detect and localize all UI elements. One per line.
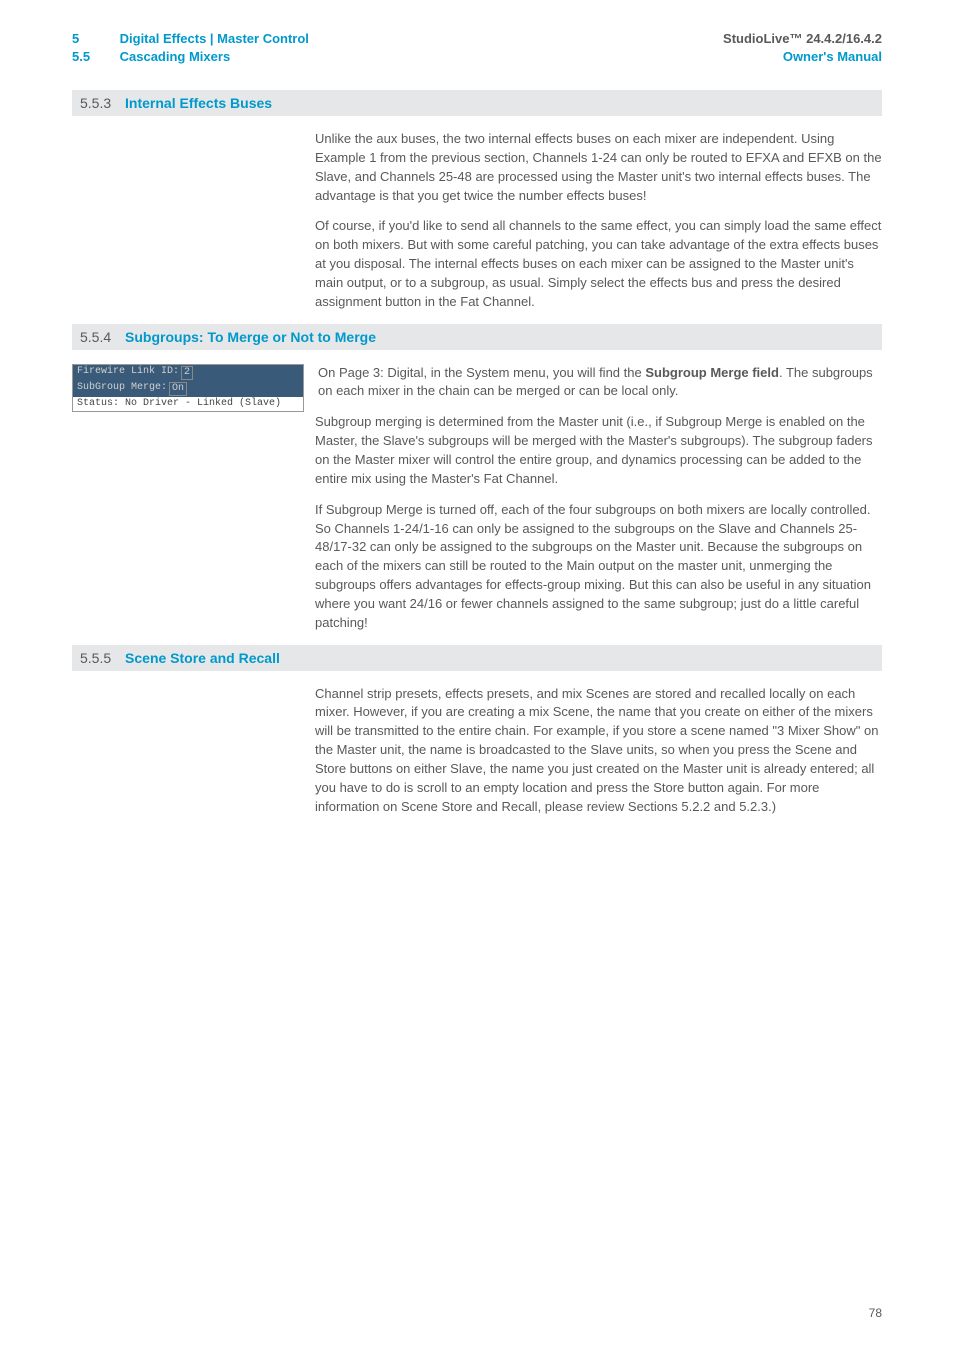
header-section-title: Cascading Mixers xyxy=(120,49,231,64)
header-section-num: 5.5 xyxy=(72,48,116,66)
content-area: 5.5.3 Internal Effects Buses Unlike the … xyxy=(72,90,882,828)
screenshot-label: Firewire Link ID: xyxy=(77,366,179,380)
section-title: Scene Store and Recall xyxy=(125,650,280,666)
screenshot-row: SubGroup Merge: On xyxy=(73,381,303,397)
body-paragraph: Channel strip presets, effects presets, … xyxy=(315,685,882,817)
page-number: 78 xyxy=(869,1306,882,1320)
body-paragraph: Subgroup merging is determined from the … xyxy=(315,413,882,488)
section-title: Internal Effects Buses xyxy=(125,95,272,111)
section-title: Subgroups: To Merge or Not to Merge xyxy=(125,329,376,345)
section-number: 5.5.4 xyxy=(80,329,111,345)
body-paragraph: Unlike the aux buses, the two internal e… xyxy=(315,130,882,205)
header-product: StudioLive™ 24.4.2/16.4.2 xyxy=(723,30,882,48)
header-doc-title: Owner's Manual xyxy=(723,48,882,66)
screenshot-value: 2 xyxy=(181,366,193,380)
section-number: 5.5.3 xyxy=(80,95,111,111)
header-chapter-num: 5 xyxy=(72,30,116,48)
section-heading: 5.5.3 Internal Effects Buses xyxy=(72,90,882,116)
system-menu-screenshot: Firewire Link ID: 2 SubGroup Merge: On S… xyxy=(72,364,304,412)
para-bold: Subgroup Merge field xyxy=(645,365,779,380)
screenshot-label: SubGroup Merge: xyxy=(77,382,167,396)
header-right: StudioLive™ 24.4.2/16.4.2 Owner's Manual xyxy=(723,30,882,66)
body-paragraph: Of course, if you'd like to send all cha… xyxy=(315,217,882,311)
section-number: 5.5.5 xyxy=(80,650,111,666)
body-paragraph: If Subgroup Merge is turned off, each of… xyxy=(315,501,882,633)
para-text: On Page 3: Digital, in the System menu, … xyxy=(318,365,645,380)
screenshot-value: On xyxy=(169,382,187,396)
header-chapter-title: Digital Effects | Master Control xyxy=(120,31,309,46)
screenshot-row: Firewire Link ID: 2 xyxy=(73,365,303,381)
screenshot-row: Status: No Driver - Linked (Slave) xyxy=(73,397,303,411)
section-heading: 5.5.4 Subgroups: To Merge or Not to Merg… xyxy=(72,324,882,350)
header-left: 5 Digital Effects | Master Control 5.5 C… xyxy=(72,30,309,66)
section-heading: 5.5.5 Scene Store and Recall xyxy=(72,645,882,671)
